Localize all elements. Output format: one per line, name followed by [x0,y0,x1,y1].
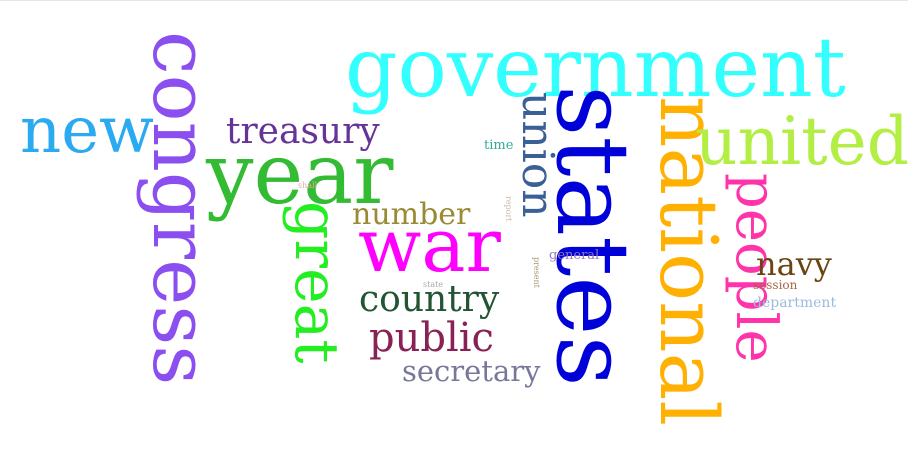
word-present: present [532,257,541,288]
word-time: time [484,138,514,153]
word-department: department [753,295,837,311]
word-general: general [549,248,600,263]
word-new: new [20,94,154,168]
word-government: government [345,21,846,116]
word-great: great [281,201,351,364]
word-shall: shall [298,181,318,190]
word-public: public [369,315,494,361]
word-state: state [423,280,444,289]
word-war: war [358,203,501,289]
word-united: united [695,103,908,180]
word-year: year [206,125,394,223]
word-treasury: treasury [226,111,380,152]
word-country: country [359,279,500,320]
word-union: union [512,92,563,218]
word-navy: navy [756,245,832,283]
word-secretary: secretary [402,354,541,388]
word-session: session [753,278,798,292]
word-report: report [504,196,513,222]
word-number: number [352,197,471,232]
